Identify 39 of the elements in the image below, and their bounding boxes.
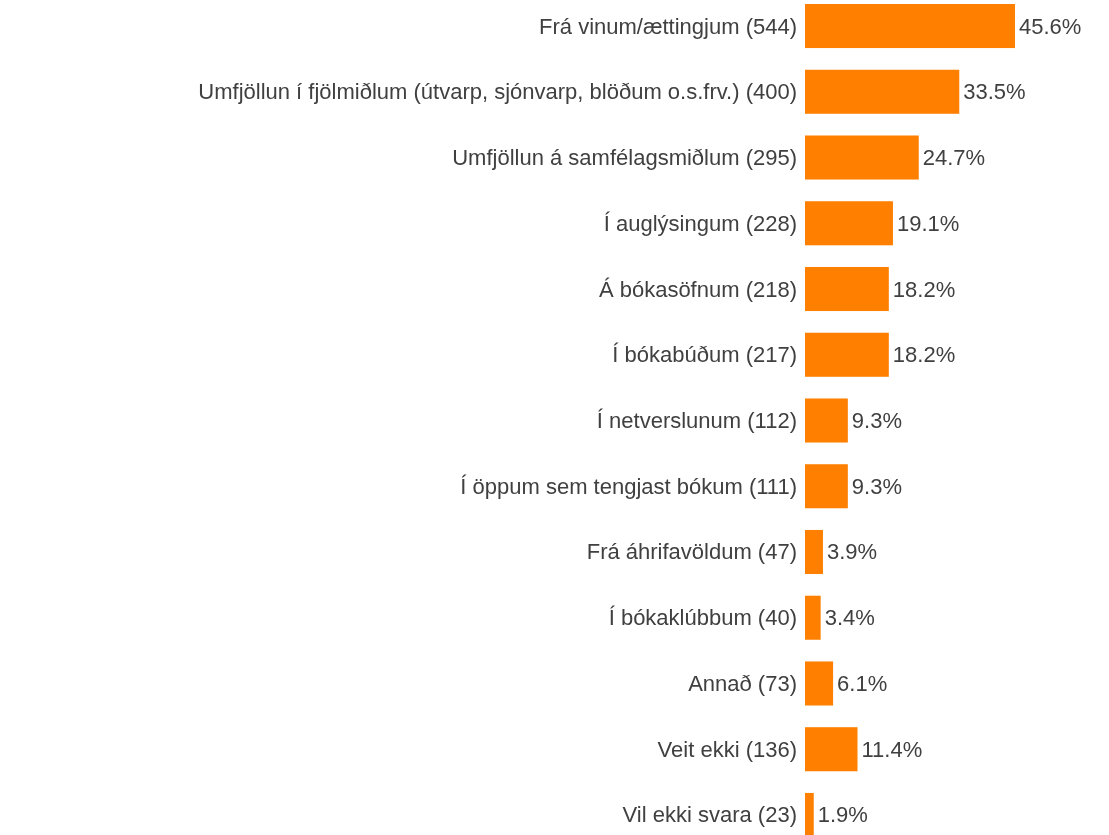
y-tick-label: Í öppum sem tengjast bókum (111)	[460, 473, 797, 499]
data-label: 9.3%	[851, 473, 902, 499]
data-label: 19.1%	[896, 210, 960, 236]
bar	[805, 661, 834, 706]
y-tick-label: Í netverslunum (112)	[596, 408, 797, 433]
data-label: 18.2%	[892, 342, 956, 368]
y-tick-label: Í bókaklúbbum (40)	[608, 605, 797, 631]
y-tick-label: Veit ekki (136)	[657, 736, 797, 762]
y-tick-label: Í bókabúðum (217)	[612, 342, 797, 368]
y-tick-label: Umfjöllun á samfélagsmiðlum (295)	[452, 145, 797, 171]
bar	[805, 727, 858, 772]
bar	[805, 135, 919, 180]
data-label: 9.3%	[851, 408, 902, 433]
data-label: 3.4%	[824, 605, 875, 631]
bar	[805, 398, 848, 443]
bar	[805, 792, 814, 835]
y-tick-label: Á bókasöfnum (218)	[598, 276, 797, 302]
y-tick-label: Annað (73)	[688, 670, 797, 696]
data-label: 6.1%	[837, 670, 888, 696]
data-label: 33.5%	[963, 79, 1026, 105]
bar	[805, 201, 893, 246]
data-label: 1.9%	[817, 802, 868, 828]
data-label: 45.6%	[1019, 13, 1082, 39]
data-label: 18.2%	[892, 276, 956, 302]
bar	[805, 529, 823, 575]
y-tick-label: Frá áhrifavöldum (47)	[586, 539, 797, 565]
bar	[805, 4, 1015, 49]
bar	[805, 595, 821, 640]
y-tick-label: Frá vinum/ættingjum (544)	[539, 13, 797, 39]
data-label: 3.9%	[826, 539, 878, 565]
y-tick-label: Í auglýsingum (228)	[603, 210, 797, 236]
bar	[805, 69, 960, 114]
y-tick-label: Vil ekki svara (23)	[622, 802, 797, 828]
bar	[805, 464, 848, 509]
bar	[805, 266, 889, 312]
y-tick-label: Umfjöllun í fjölmiðlum (útvarp, sjónvarp, blöðum o.s.frv.) (400)	[198, 79, 797, 105]
bar	[805, 332, 889, 377]
data-label: 11.4%	[861, 736, 923, 762]
data-label: 24.7%	[922, 145, 986, 171]
